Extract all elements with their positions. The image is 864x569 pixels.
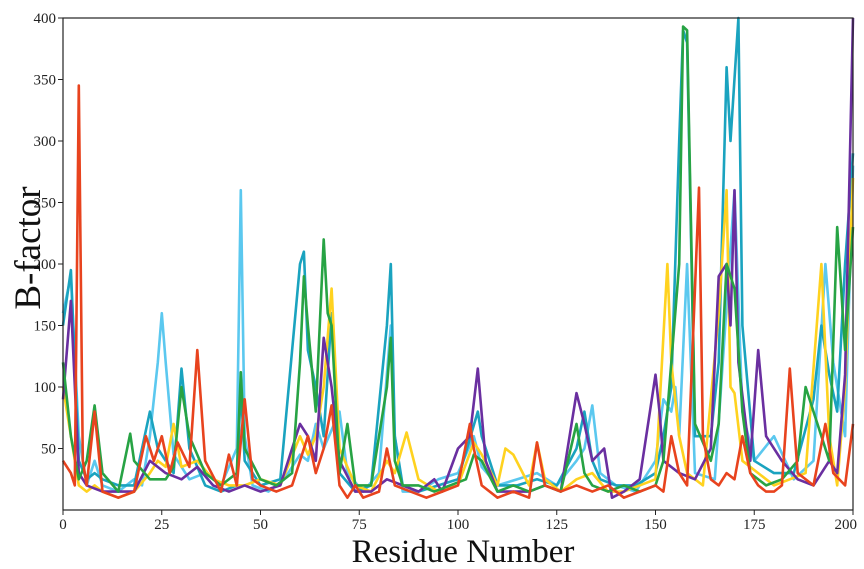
series-layer	[61, 16, 855, 500]
y-tick-label: 200	[34, 257, 57, 273]
x-tick-label: 0	[59, 517, 67, 533]
y-tick-label: 250	[34, 196, 57, 212]
y-tick-label: 400	[34, 11, 57, 27]
series-line-6	[61, 84, 855, 500]
series-line-4	[61, 17, 855, 500]
y-axis-title: B-factor	[8, 186, 49, 309]
x-tick-label: 175	[743, 517, 766, 533]
x-tick-label: 50	[253, 517, 268, 533]
y-tick-label: 300	[34, 134, 57, 150]
x-tick-label: 125	[546, 517, 569, 533]
x-tick-label: 150	[644, 517, 667, 533]
x-tick-label: 100	[447, 517, 470, 533]
series-line-5	[61, 25, 855, 493]
ticks-layer: 0 25 50 75 100 125 150 175 200 50 100 150 200 250 300 3…	[34, 11, 858, 533]
series-line-1	[61, 165, 855, 493]
series-line-2	[61, 16, 855, 493]
x-tick-label: 75	[352, 517, 367, 533]
y-tick-label: 150	[34, 319, 57, 335]
x-tick-label: 200	[835, 517, 858, 533]
y-tick-label: 350	[34, 73, 57, 89]
x-axis-title: Residue Number	[352, 534, 575, 569]
x-tick-label: 25	[154, 517, 169, 533]
y-tick-label: 100	[34, 380, 57, 396]
y-tick-label: 50	[41, 442, 56, 458]
